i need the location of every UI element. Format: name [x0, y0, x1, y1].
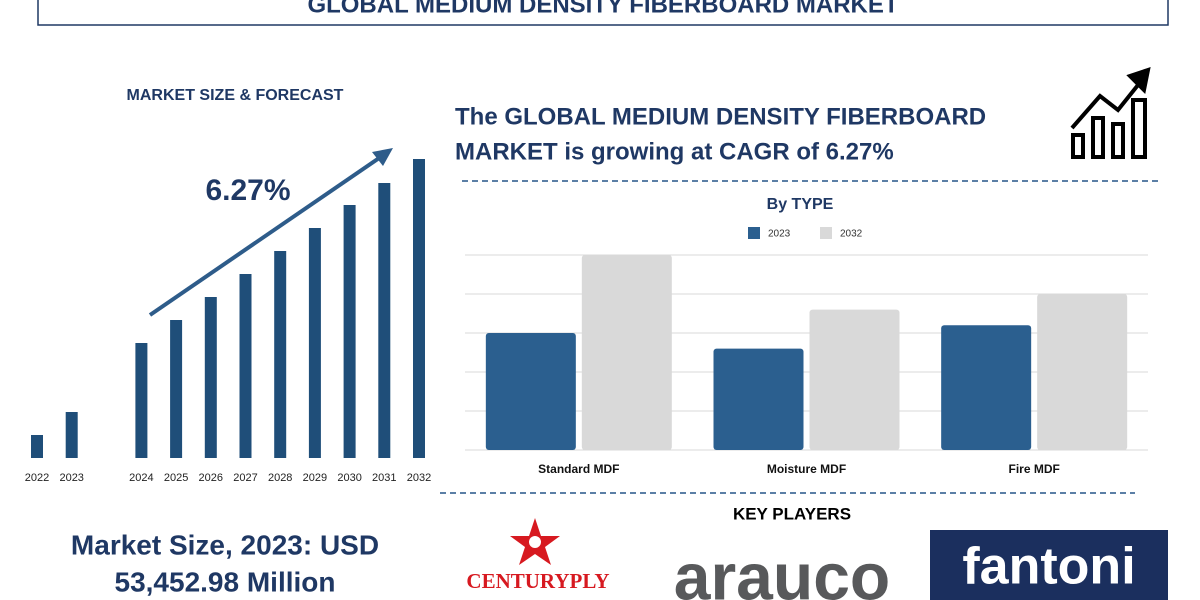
chart-title: By TYPE	[767, 196, 834, 213]
x-tick-label: 2024	[129, 472, 153, 484]
bar	[343, 205, 356, 458]
logo-icon	[529, 536, 541, 548]
bar	[170, 320, 183, 458]
bar	[485, 333, 576, 450]
bar	[65, 412, 78, 458]
logo-text: CENTURYPLY	[466, 569, 609, 593]
bar	[274, 251, 287, 458]
header-box	[37, 0, 1169, 26]
x-tick-label: Fire MDF	[1008, 462, 1059, 476]
x-tick-label: Moisture MDF	[767, 462, 846, 476]
bar	[135, 343, 148, 458]
logo-text: fantoni	[962, 538, 1135, 596]
x-tick-label: 2026	[199, 472, 223, 484]
x-tick-label: 2022	[25, 472, 49, 484]
x-tick-label: 2027	[233, 472, 257, 484]
x-tick-label: 2029	[303, 472, 327, 484]
bar	[378, 183, 391, 458]
x-tick-label: 2028	[268, 472, 292, 484]
x-tick-label: 2032	[407, 472, 431, 484]
x-tick-label: 2030	[337, 472, 361, 484]
market-size-line: 53,452.98 Million	[115, 566, 336, 597]
legend-label: 2032	[840, 229, 863, 240]
headline: MARKET is growing at CAGR of 6.27%	[455, 138, 894, 165]
arrow-head	[372, 148, 393, 166]
section-title: KEY PLAYERS	[733, 504, 851, 523]
legend-swatch	[748, 227, 760, 239]
bar	[809, 309, 900, 450]
header-title: GLOBAL MEDIUM DENSITY FIBERBOARD MARKET	[307, 0, 898, 18]
x-tick-label: Standard MDF	[538, 462, 619, 476]
x-tick-label: 2031	[372, 472, 396, 484]
logo-text: arauco	[674, 539, 890, 600]
bar	[1037, 294, 1128, 450]
growth-icon	[1070, 67, 1151, 159]
market-size-line: Market Size, 2023: USD	[71, 529, 379, 560]
bar	[239, 274, 252, 458]
x-tick-label: 2025	[164, 472, 188, 484]
legend-swatch	[820, 227, 832, 239]
bar	[204, 297, 217, 458]
chart-title: MARKET SIZE & FORECAST	[127, 87, 344, 104]
logo-box	[930, 530, 1168, 600]
bar	[581, 255, 672, 450]
legend-label: 2023	[768, 229, 791, 240]
bar	[413, 159, 425, 458]
growth-arrow	[148, 152, 387, 317]
bar	[308, 228, 321, 458]
bar	[941, 325, 1032, 450]
x-tick-label: 2023	[59, 472, 83, 484]
headline: The GLOBAL MEDIUM DENSITY FIBERBOARD	[455, 103, 986, 130]
cagr-annotation: 6.27%	[205, 174, 290, 207]
bar	[31, 435, 43, 458]
bar	[713, 348, 804, 450]
